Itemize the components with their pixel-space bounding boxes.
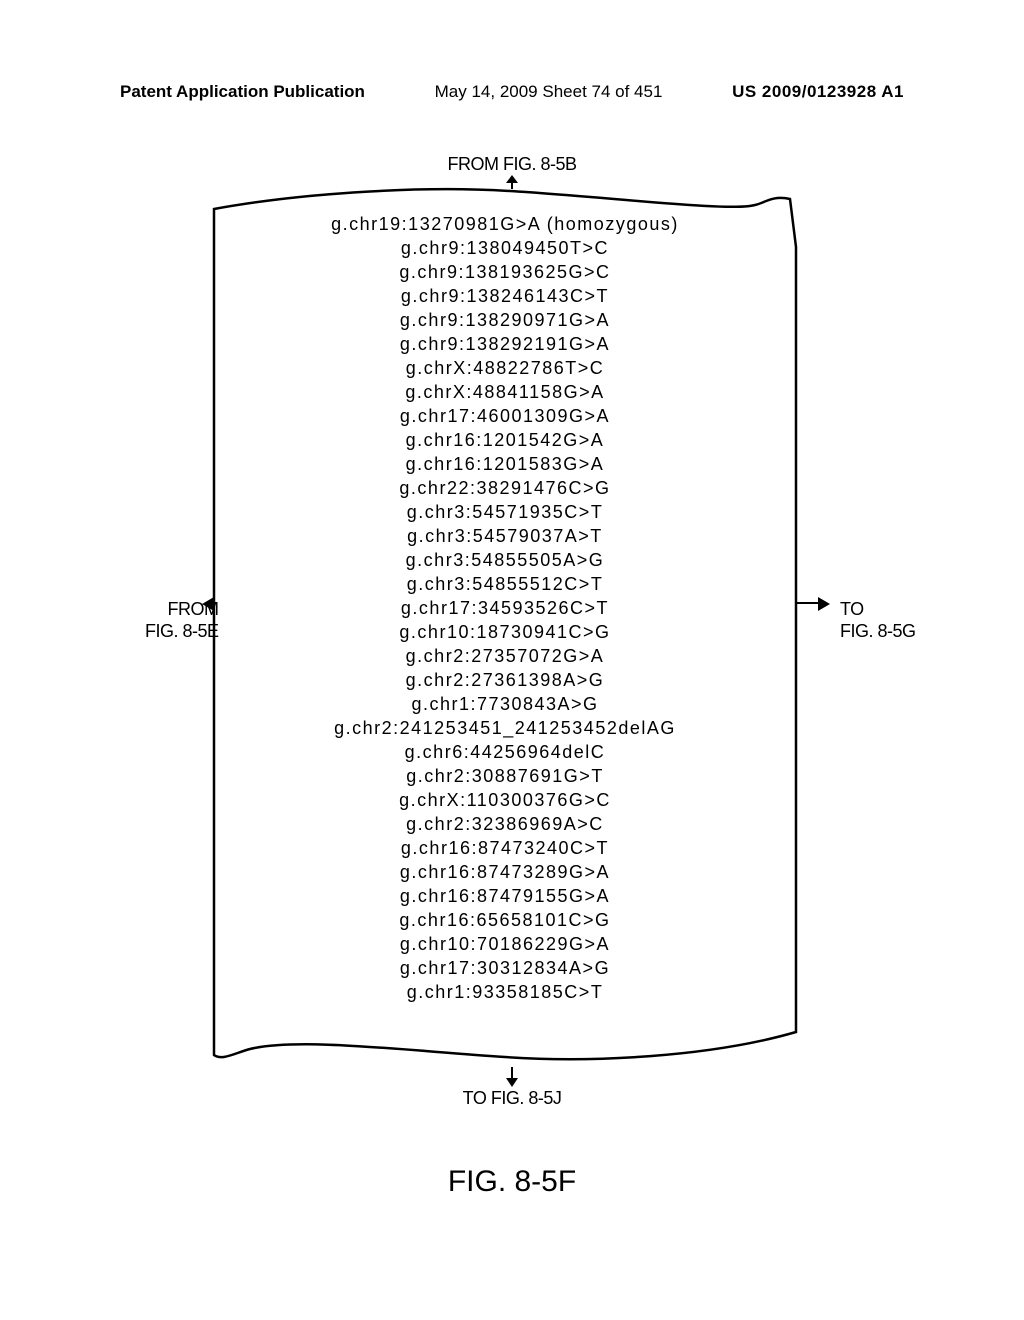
arrow-down-icon bbox=[504, 1067, 520, 1087]
variant-line: g.chr16:87473240C>T bbox=[210, 836, 800, 860]
variant-line: g.chr9:138193625G>C bbox=[210, 260, 800, 284]
variant-line: g.chr2:241253451_241253452delAG bbox=[210, 716, 800, 740]
variant-line: g.chr2:27361398A>G bbox=[210, 668, 800, 692]
top-continuation-label: FROM FIG. 8-5B bbox=[447, 154, 576, 175]
variant-line: g.chr16:65658101C>G bbox=[210, 908, 800, 932]
variant-line: g.chrX:48822786T>C bbox=[210, 356, 800, 380]
variant-line: g.chrX:110300376G>C bbox=[210, 788, 800, 812]
variant-line: g.chr10:70186229G>A bbox=[210, 932, 800, 956]
arrow-right-icon bbox=[818, 597, 830, 611]
variant-line: g.chr9:138290971G>A bbox=[210, 308, 800, 332]
header-center: May 14, 2009 Sheet 74 of 451 bbox=[435, 82, 663, 102]
right-continuation-label: TO FIG. 8-5G bbox=[840, 598, 916, 642]
variant-line: g.chr3:54571935C>T bbox=[210, 500, 800, 524]
bottom-continuation-label: TO FIG. 8-5J bbox=[463, 1088, 562, 1109]
variant-line: g.chr16:87473289G>A bbox=[210, 860, 800, 884]
variant-line: g.chr2:32386969A>C bbox=[210, 812, 800, 836]
variant-line: g.chr3:54855512C>T bbox=[210, 572, 800, 596]
header-left: Patent Application Publication bbox=[120, 82, 365, 102]
variant-line: g.chr16:87479155G>A bbox=[210, 884, 800, 908]
variant-line: g.chr9:138246143C>T bbox=[210, 284, 800, 308]
right-fig-text: FIG. 8-5G bbox=[840, 620, 916, 642]
arrow-left-icon bbox=[202, 597, 214, 611]
variant-line: g.chr9:138049450T>C bbox=[210, 236, 800, 260]
right-tick-line bbox=[796, 602, 818, 604]
variant-line: g.chr16:1201583G>A bbox=[210, 452, 800, 476]
left-tick-line bbox=[208, 602, 216, 604]
variant-line: g.chr19:13270981G>A (homozygous) bbox=[210, 212, 800, 236]
variant-line: g.chrX:48841158G>A bbox=[210, 380, 800, 404]
variant-line: g.chr6:44256964delC bbox=[210, 740, 800, 764]
right-to-text: TO bbox=[840, 598, 916, 620]
header-right: US 2009/0123928 A1 bbox=[732, 82, 904, 102]
variant-line: g.chr1:93358185C>T bbox=[210, 980, 800, 1004]
variant-line: g.chr16:1201542G>A bbox=[210, 428, 800, 452]
page-header: Patent Application Publication May 14, 2… bbox=[0, 82, 1024, 102]
variant-line: g.chr9:138292191G>A bbox=[210, 332, 800, 356]
variant-line: g.chr17:46001309G>A bbox=[210, 404, 800, 428]
variant-line: g.chr17:34593526C>T bbox=[210, 596, 800, 620]
left-fig-text: FIG. 8-5E bbox=[145, 620, 219, 642]
variant-line: g.chr22:38291476C>G bbox=[210, 476, 800, 500]
variant-line: g.chr17:30312834A>G bbox=[210, 956, 800, 980]
variant-line: g.chr1:7730843A>G bbox=[210, 692, 800, 716]
figure-caption: FIG. 8-5F bbox=[448, 1165, 576, 1199]
variant-line: g.chr2:27357072G>A bbox=[210, 644, 800, 668]
variant-line: g.chr2:30887691G>T bbox=[210, 764, 800, 788]
variant-line: g.chr10:18730941C>G bbox=[210, 620, 800, 644]
variant-line: g.chr3:54855505A>G bbox=[210, 548, 800, 572]
variant-list: g.chr19:13270981G>A (homozygous)g.chr9:1… bbox=[210, 212, 800, 1004]
figure-area: FROM FIG. 8-5B g.chr19:13270981G>A (homo… bbox=[100, 140, 924, 1140]
variant-line: g.chr3:54579037A>T bbox=[210, 524, 800, 548]
